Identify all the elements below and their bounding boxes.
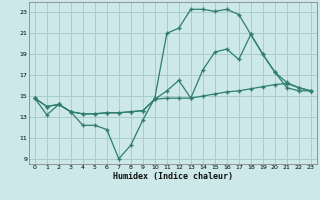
X-axis label: Humidex (Indice chaleur): Humidex (Indice chaleur) <box>113 172 233 181</box>
